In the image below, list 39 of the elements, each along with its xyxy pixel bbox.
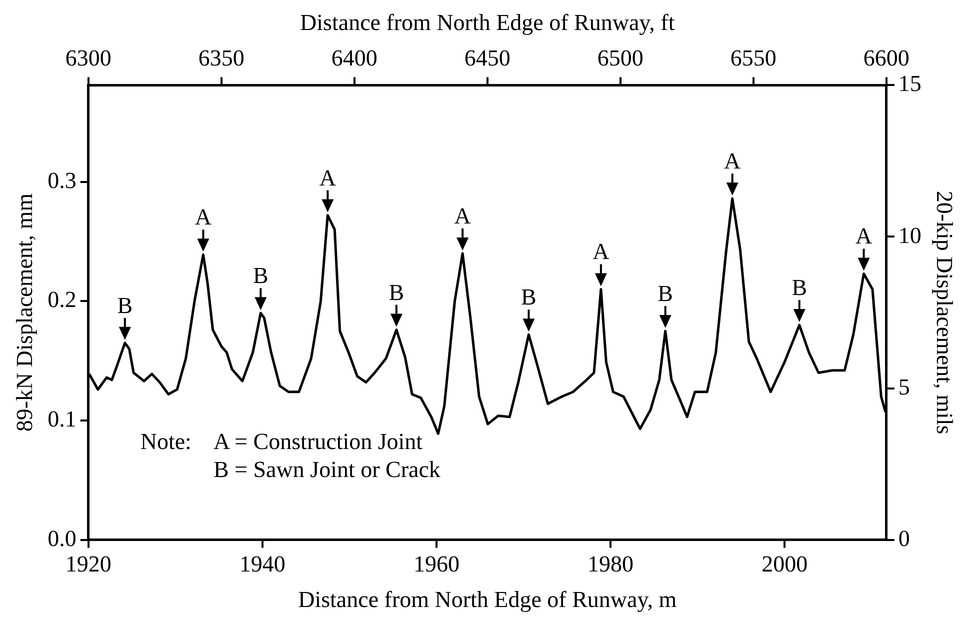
x-tick-label: 1960 <box>413 552 460 577</box>
annotation: B <box>521 284 536 310</box>
annotation: A = Construction Joint <box>213 428 424 456</box>
x2-tick-label: 6400 <box>331 45 378 70</box>
annotation: A <box>194 204 212 230</box>
annotation: A <box>855 224 872 249</box>
y-tick-label: 0.0 <box>48 526 76 551</box>
annotation: B <box>658 280 674 306</box>
annotation: B <box>388 280 404 305</box>
annotation: A <box>592 239 610 264</box>
x-tick-label: 2000 <box>762 552 808 577</box>
y-tick-label: 0.2 <box>48 287 76 312</box>
annotation: A <box>724 148 742 174</box>
annotation: A <box>454 203 472 228</box>
x2-tick-label: 6550 <box>730 45 776 70</box>
y-tick-label: 0.3 <box>48 168 76 193</box>
x2-tick-label: 6350 <box>198 45 244 70</box>
annotation: Note: <box>140 428 192 456</box>
y2-tick-label: 10 <box>898 222 922 248</box>
annotation: B <box>792 275 808 300</box>
x-axis-title: Distance from North Edge of Runway, m <box>298 587 677 612</box>
x2-tick-label: 6300 <box>65 45 112 70</box>
y-tick-label: 0.1 <box>48 406 76 432</box>
annotation: B <box>117 292 133 318</box>
y2-tick-label: 0 <box>898 526 910 551</box>
x2-axis-title: Distance from North Edge of Runway, ft <box>300 10 676 35</box>
y2-tick-label: 5 <box>898 374 910 400</box>
y2-axis-title: 20-kip Displacement, mils <box>932 190 958 434</box>
annotation: B <box>252 263 268 288</box>
y-axis-title: 89-kN Displacement, mm <box>12 193 37 432</box>
x2-tick-label: 6450 <box>464 45 510 70</box>
annotation: B = Sawn Joint or Crack <box>213 456 440 484</box>
x2-tick-label: 6500 <box>597 45 644 70</box>
x-tick-label: 1920 <box>65 552 112 577</box>
x-tick-label: 1940 <box>239 552 286 577</box>
y2-tick-label: 15 <box>898 71 922 96</box>
x-tick-label: 1980 <box>588 552 634 577</box>
annotation: A <box>319 165 336 190</box>
x2-tick-label: 6600 <box>863 45 910 70</box>
